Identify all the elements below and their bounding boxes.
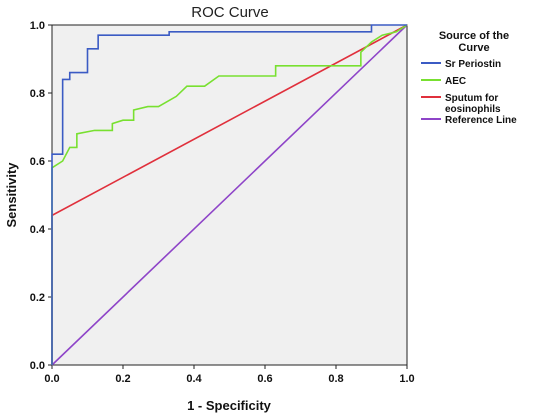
x-tick-label: 0.4 (186, 373, 202, 385)
x-axis: 0.0 0.2 0.4 0.6 0.8 1.0 (44, 365, 415, 385)
series-line-aec (51, 24, 408, 365)
y-tick-label: 0.6 (30, 156, 45, 168)
series-line-reference-line (51, 24, 408, 366)
series-layer (51, 24, 408, 366)
legend-label: Sr Periostin (445, 59, 501, 70)
x-tick-label: 0.8 (328, 373, 343, 385)
x-axis-label: 1 - Specificity (187, 398, 272, 413)
x-tick-label: 1.0 (399, 373, 414, 385)
legend-label: eosinophils (445, 104, 501, 115)
y-tick-label: 0.8 (30, 88, 45, 100)
y-tick-label: 1.0 (30, 20, 45, 32)
x-tick-label: 0.6 (257, 373, 272, 385)
chart-title: ROC Curve (191, 4, 269, 21)
legend-title: Curve (458, 42, 489, 54)
y-tick-label: 0.2 (30, 292, 45, 304)
y-tick-label: 0.0 (30, 360, 45, 372)
legend-label: Reference Line (445, 115, 517, 126)
y-tick-label: 0.4 (30, 224, 46, 236)
legend-title: Source of the (439, 30, 509, 42)
series-line-sr-periostin (51, 24, 407, 365)
y-axis: 0.0 0.2 0.4 0.6 0.8 1.0 (30, 20, 52, 372)
legend-label: Sputum for (445, 93, 498, 104)
y-axis-label: Sensitivity (4, 162, 19, 228)
legend-label: AEC (445, 76, 466, 87)
x-tick-label: 0.0 (44, 373, 59, 385)
x-tick-label: 0.2 (115, 373, 130, 385)
